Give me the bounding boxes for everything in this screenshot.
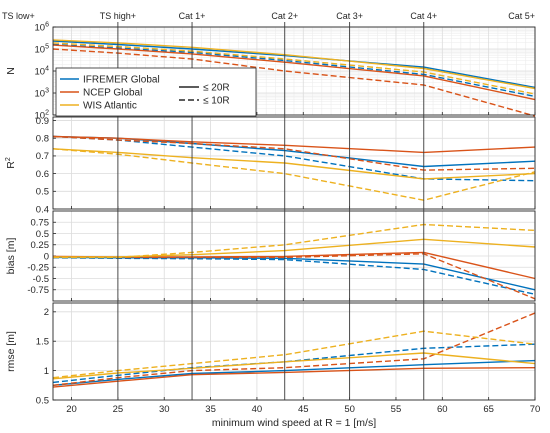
x-tick-label: 70 xyxy=(530,404,541,415)
plot-area xyxy=(53,117,535,209)
plot-area xyxy=(53,303,535,400)
category-label: Cat 4+ xyxy=(410,11,437,21)
y-tick-label: 0.25 xyxy=(31,240,50,251)
y-tick-label: 0.7 xyxy=(36,151,49,162)
y-tick-label: 0.9 xyxy=(36,116,49,127)
y-tick-label: 1 xyxy=(44,366,49,377)
x-tick-label: 35 xyxy=(205,404,216,415)
category-label: Cat 5+ xyxy=(508,11,535,21)
series-line-ifremer-global-10r xyxy=(52,343,536,384)
series-line-ifremer-global-10r xyxy=(52,257,536,295)
x-tick-label: 40 xyxy=(252,404,263,415)
x-tick-label: 65 xyxy=(483,404,494,415)
x-tick-label: 45 xyxy=(298,404,309,415)
y-tick-label: 0.8 xyxy=(36,134,49,145)
plot-frame xyxy=(52,26,536,116)
series-line-ncep-global-20r xyxy=(52,135,536,154)
legend-label-wis-atlantic: WIS Atlantic xyxy=(83,101,137,112)
series-line-ncep-global-10r xyxy=(52,48,536,117)
x-tick-label: 60 xyxy=(437,404,448,415)
y-tick-label: 2 xyxy=(44,307,49,318)
category-label: Cat 1+ xyxy=(179,11,206,21)
series-line-wis-atlantic-20r xyxy=(52,352,536,380)
y-tick-label: 0 xyxy=(44,251,49,262)
x-tick-label: 30 xyxy=(159,404,170,415)
y-tick-label: -0.25 xyxy=(27,263,49,274)
series-line-ncep-global-10r xyxy=(52,312,536,386)
legend-label-20r: ≤ 20R xyxy=(203,83,230,94)
series-line-wis-atlantic-10r xyxy=(53,223,536,259)
y-tick-label: 1.5 xyxy=(36,337,49,348)
y-tick-label: 102 xyxy=(35,109,50,121)
legend-label-ifremer-global: IFREMER Global xyxy=(83,75,160,86)
y-tick-label: 0.5 xyxy=(36,187,49,198)
y-tick-label: 0.4 xyxy=(36,204,49,215)
y-axis-label: rmse [m] xyxy=(5,331,17,372)
x-axis-label: minimum wind speed at R = 1 [m/s] xyxy=(212,417,376,429)
series-line-wis-atlantic-10r xyxy=(52,330,536,379)
category-label: Cat 2+ xyxy=(271,11,298,21)
y-tick-label: -0.75 xyxy=(27,285,49,296)
series-line-ncep-global-20r xyxy=(52,367,536,388)
y-tick-label: 106 xyxy=(35,21,50,33)
series-line-ifremer-global-10r xyxy=(52,43,536,98)
y-axis-label: N xyxy=(5,67,17,75)
series-line-ncep-global-20r xyxy=(52,44,536,101)
series-line-ifremer-global-20r xyxy=(52,40,536,89)
y-axis-label: R2 xyxy=(5,157,17,169)
y-axis-label: bias [m] xyxy=(5,238,17,275)
x-tick-label: 50 xyxy=(344,404,355,415)
series-line-ifremer-global-20r xyxy=(52,359,536,386)
y-tick-label: 103 xyxy=(35,87,50,99)
y-tick-label: 104 xyxy=(35,65,50,77)
x-tick-label: 25 xyxy=(113,404,124,415)
y-tick-label: 0.6 xyxy=(36,169,49,180)
panel-r: 0.4 0.5 0.6 0.7 0.8 0.9 R2 xyxy=(5,116,536,215)
legend-label-10r: ≤ 10R xyxy=(203,96,230,107)
category-label: TS high+ xyxy=(100,11,136,21)
category-label: Cat 3+ xyxy=(336,11,363,21)
y-tick-label: 0.75 xyxy=(31,218,50,229)
x-tick-label: 20 xyxy=(66,404,77,415)
x-tick-label: 55 xyxy=(391,404,402,415)
series-line-wis-atlantic-10r xyxy=(52,148,536,201)
y-tick-label: 0.5 xyxy=(36,229,49,240)
series-line-ncep-global-10r xyxy=(52,135,536,171)
series-line-wis-atlantic-20r xyxy=(52,148,536,180)
category-lines-layer: TS low+ TS high+ Cat 1+ Cat 2+ Cat 3+ Cat 4+ C… xyxy=(2,11,540,415)
legend: IFREMER Global NCEP Global WIS Atlantic ≤ 2… xyxy=(55,67,257,117)
legend-label-ncep-global: NCEP Global xyxy=(83,88,142,99)
category-label: TS low+ xyxy=(2,11,35,21)
plot-frame xyxy=(52,302,536,401)
y-tick-label: -0.5 xyxy=(33,274,49,285)
plot-frame xyxy=(52,116,536,210)
plot-frame xyxy=(52,210,536,302)
series-line-wis-atlantic-20r xyxy=(52,39,536,90)
series-line-wis-atlantic-10r xyxy=(52,42,536,95)
legend-box xyxy=(55,67,257,117)
y-tick-label: 105 xyxy=(35,43,50,55)
panel-rmse-m: 0.5 1 1.5 2 rmse [m] xyxy=(5,302,536,406)
y-tick-label: 0.5 xyxy=(36,395,49,406)
